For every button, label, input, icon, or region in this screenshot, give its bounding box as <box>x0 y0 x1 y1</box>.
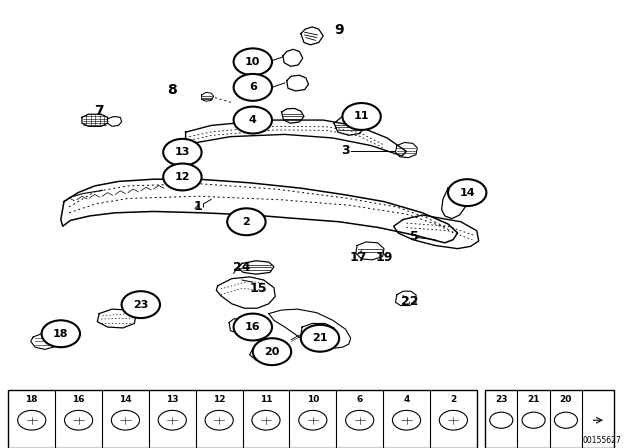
Text: 6: 6 <box>356 395 363 404</box>
Text: 5: 5 <box>410 230 419 243</box>
Circle shape <box>253 338 291 365</box>
Text: 24: 24 <box>233 261 251 275</box>
Text: 22: 22 <box>401 294 419 308</box>
Circle shape <box>234 48 272 75</box>
Text: 23: 23 <box>133 300 148 310</box>
Text: 18: 18 <box>53 329 68 339</box>
Circle shape <box>234 107 272 134</box>
Circle shape <box>42 320 80 347</box>
Text: 4: 4 <box>249 115 257 125</box>
Circle shape <box>301 325 339 352</box>
Text: 17: 17 <box>349 251 367 264</box>
Text: 7: 7 <box>94 104 104 118</box>
Circle shape <box>342 103 381 130</box>
Circle shape <box>163 164 202 190</box>
Circle shape <box>122 291 160 318</box>
Text: 3: 3 <box>341 143 350 157</box>
Text: 10: 10 <box>307 395 319 404</box>
Text: 21: 21 <box>312 333 328 343</box>
Text: 4: 4 <box>403 395 410 404</box>
Circle shape <box>234 74 272 101</box>
Text: 2: 2 <box>451 395 456 404</box>
Text: 6: 6 <box>249 82 257 92</box>
Text: 16: 16 <box>72 395 85 404</box>
Text: 15: 15 <box>249 281 267 295</box>
Text: 11: 11 <box>260 395 272 404</box>
Text: 20: 20 <box>560 395 572 404</box>
Text: 21: 21 <box>527 395 540 404</box>
Text: 20: 20 <box>264 347 280 357</box>
Text: 19: 19 <box>375 251 393 264</box>
Text: 00155627: 00155627 <box>582 436 621 445</box>
Text: 8: 8 <box>166 82 177 97</box>
Text: 2: 2 <box>243 217 250 227</box>
Text: 13: 13 <box>175 147 190 157</box>
Text: 12: 12 <box>175 172 190 182</box>
Text: 14: 14 <box>460 188 475 198</box>
Text: 14: 14 <box>119 395 132 404</box>
Circle shape <box>234 314 272 340</box>
Circle shape <box>227 208 266 235</box>
Text: 12: 12 <box>213 395 225 404</box>
Text: 18: 18 <box>26 395 38 404</box>
Text: 16: 16 <box>245 322 260 332</box>
Bar <box>8 390 477 448</box>
Circle shape <box>448 179 486 206</box>
Circle shape <box>163 139 202 166</box>
Bar <box>485 390 614 448</box>
Text: 13: 13 <box>166 395 179 404</box>
Text: 10: 10 <box>245 57 260 67</box>
Text: 23: 23 <box>495 395 508 404</box>
Text: 1: 1 <box>194 200 203 214</box>
Text: 9: 9 <box>334 23 344 38</box>
Text: 11: 11 <box>354 112 369 121</box>
